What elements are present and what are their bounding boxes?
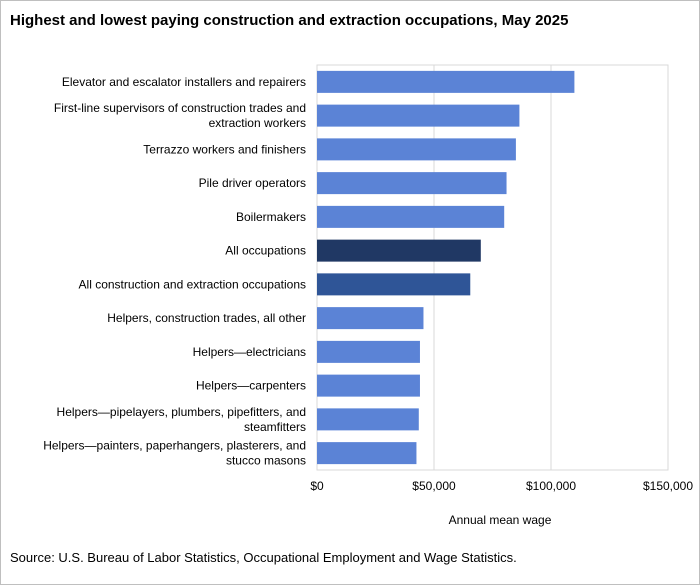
source-note: Source: U.S. Bureau of Labor Statistics,… [10,550,517,565]
category-label: Helpers—pipelayers, plumbers, pipefitter… [57,405,306,419]
category-label: Terrazzo workers and finishers [143,142,306,156]
bar [317,239,481,262]
plot-area [316,64,669,471]
x-tick-label: $50,000 [412,479,456,493]
bar [317,273,471,296]
category-label: All occupations [225,244,306,258]
bar [317,374,420,397]
x-tick-label: $0 [310,479,324,493]
category-label: stucco masons [226,454,306,468]
category-label: First-line supervisors of construction t… [54,101,306,115]
category-label: All construction and extraction occupati… [79,277,306,291]
category-label: extraction workers [209,116,306,130]
bar [317,340,420,363]
bar-chart: $0 $50,000 $100,000 $150,000 Elevator and es… [43,64,693,527]
category-label: Boilermakers [236,210,306,224]
category-label: Pile driver operators [199,176,306,190]
category-label: Elevator and escalator installers and re… [62,75,306,89]
bar [317,408,419,431]
bar [317,138,516,161]
x-axis-title: Annual mean wage [449,513,552,527]
bar [317,205,505,228]
category-label: Helpers—painters, paperhangers, plastere… [43,439,306,453]
bar [317,70,575,93]
category-label: Helpers—electricians [193,345,306,359]
chart-title: Highest and lowest paying construction a… [10,12,569,29]
bar [317,104,520,127]
bar [317,307,424,330]
x-tick-label: $150,000 [643,479,693,493]
category-label: Helpers—carpenters [196,379,306,393]
category-label: steamfitters [244,420,306,434]
bar [317,442,417,465]
x-tick-label: $100,000 [526,479,576,493]
category-label: Helpers, construction trades, all other [107,311,306,325]
bar [317,172,507,195]
